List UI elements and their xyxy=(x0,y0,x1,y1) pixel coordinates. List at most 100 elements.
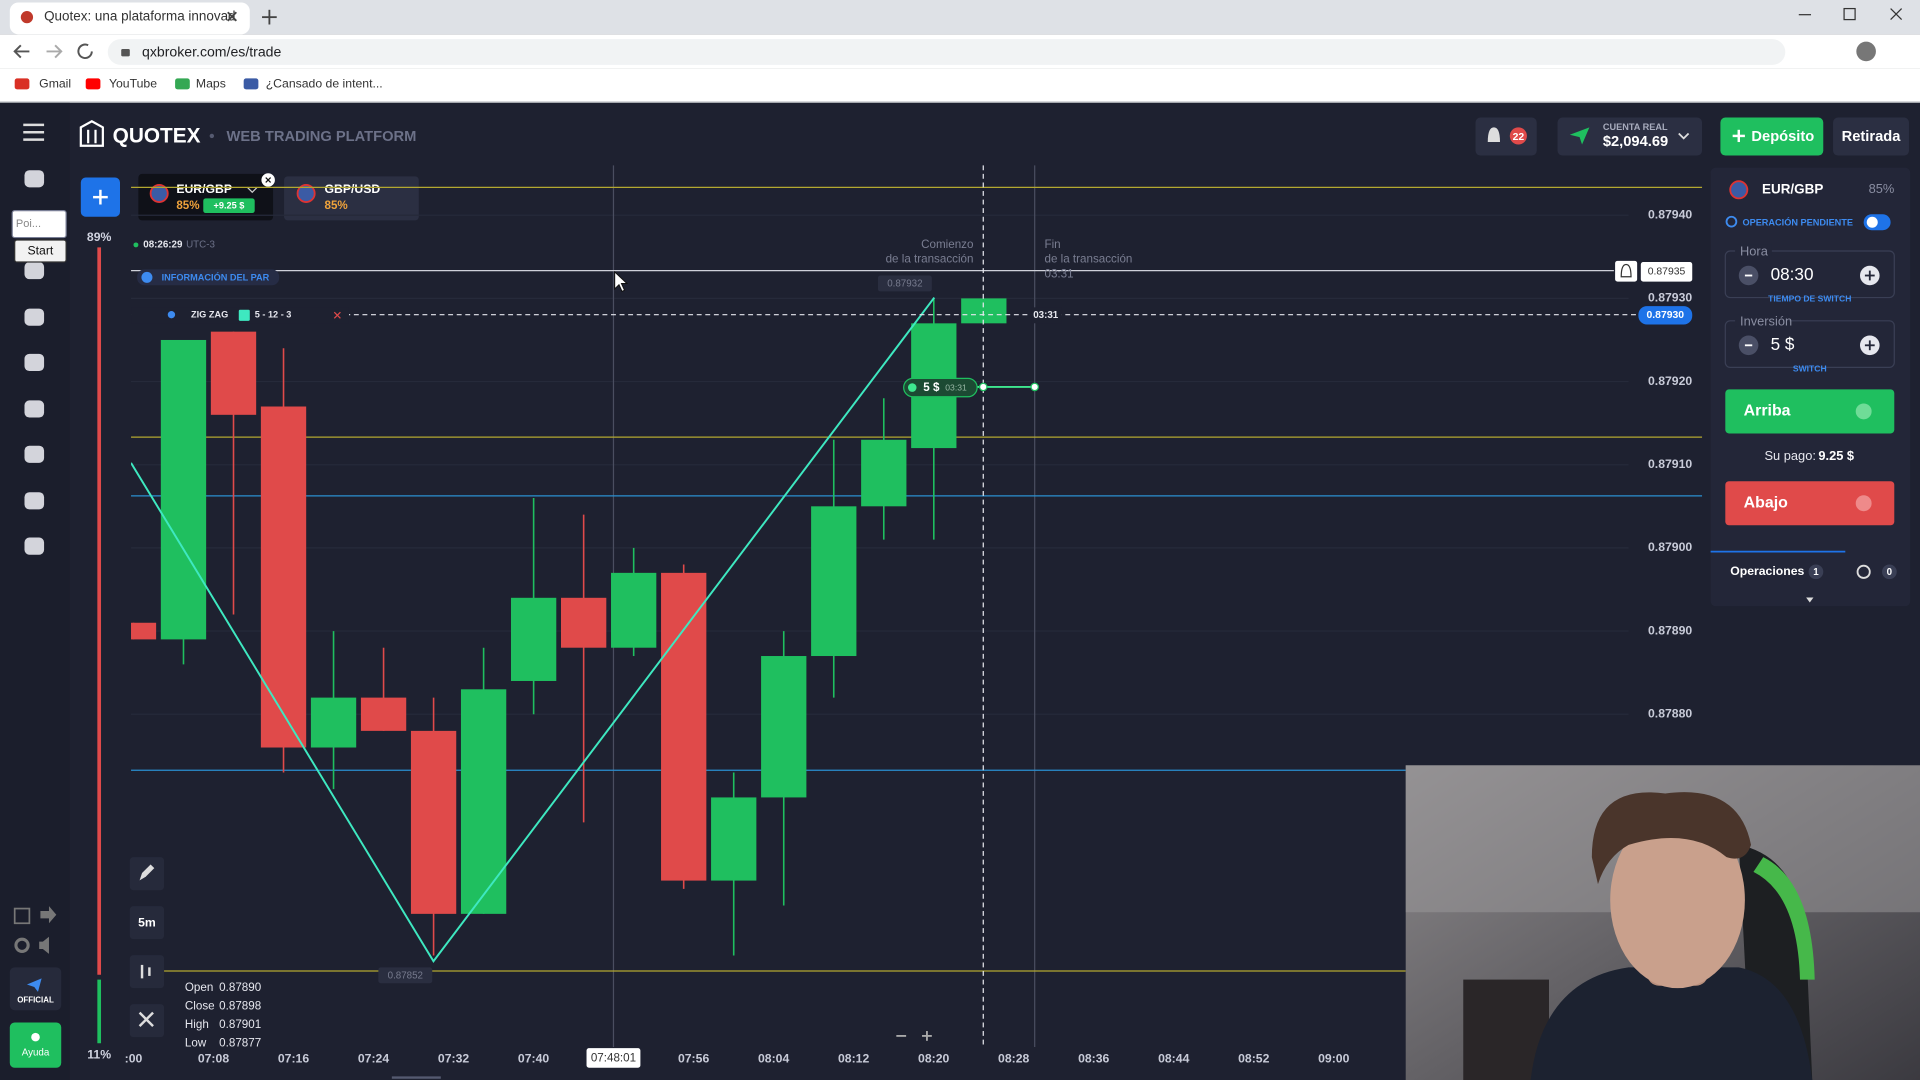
pencil-icon xyxy=(139,864,155,881)
help-icon xyxy=(31,1032,40,1042)
panel-expand[interactable] xyxy=(1806,597,1814,603)
down-button[interactable] xyxy=(1725,481,1895,526)
url-bar[interactable] xyxy=(107,39,1786,65)
time-tick-label: 07:16 xyxy=(278,1051,309,1065)
timeframe-button[interactable] xyxy=(129,906,165,940)
price-tick-label: 0.87930 xyxy=(1648,291,1692,305)
time-tick-label: 08:20 xyxy=(918,1051,949,1065)
alert-price: 0.87935 xyxy=(1648,267,1686,278)
reload-button[interactable] xyxy=(77,43,93,60)
forward-button[interactable] xyxy=(46,44,63,59)
sidebar-icon[interactable] xyxy=(24,400,45,418)
bookmark[interactable]: Gmail xyxy=(39,77,71,91)
account-button[interactable] xyxy=(1557,117,1703,156)
bookmark-icon xyxy=(85,78,101,90)
help-label[interactable]: Ayuda xyxy=(22,1048,50,1059)
chart-type-button[interactable] xyxy=(129,955,165,989)
field-label-bg xyxy=(1735,244,1772,258)
withdraw-button[interactable] xyxy=(1833,117,1909,156)
help-button[interactable] xyxy=(9,1022,62,1068)
trade-start-label: Comienzo xyxy=(921,238,973,251)
bookmark-icon xyxy=(14,78,30,90)
official-label[interactable]: OFFICIAL xyxy=(17,996,54,1005)
bookmark-icon xyxy=(243,78,259,90)
lock-icon xyxy=(121,48,130,57)
active-tab xyxy=(9,2,250,35)
fullscreen-icon[interactable] xyxy=(13,907,31,925)
alert-button[interactable] xyxy=(1615,260,1638,282)
profit-badge xyxy=(203,198,255,214)
investment-field[interactable] xyxy=(1724,320,1895,368)
history-icon xyxy=(1856,564,1871,579)
deposit-button[interactable] xyxy=(1720,117,1824,156)
trade-marker[interactable] xyxy=(903,377,978,398)
indicator-params: 5 - 12 - 3 xyxy=(255,310,292,320)
time-field[interactable] xyxy=(1724,250,1895,299)
flag-icon xyxy=(296,183,316,203)
trade-dot xyxy=(978,382,988,392)
bookmark[interactable]: Maps xyxy=(196,77,226,91)
candle-body xyxy=(460,689,507,914)
mouse-cursor xyxy=(614,270,629,293)
plot-area xyxy=(131,165,1703,1047)
candle-body xyxy=(761,656,807,798)
up-button[interactable] xyxy=(1725,389,1895,434)
payout-label: Su pago: xyxy=(1764,448,1815,463)
cursor-time: 07:48:01 xyxy=(591,1052,636,1065)
withdraw-label[interactable]: Retirada xyxy=(1842,129,1902,145)
investment-value: 5 $ xyxy=(1771,334,1795,354)
bookmark[interactable]: YouTube xyxy=(109,77,157,91)
countdown-box xyxy=(1031,307,1062,324)
timeframe[interactable]: 5m xyxy=(138,915,156,929)
ohlc-label: High xyxy=(185,1018,209,1031)
pair-info[interactable]: INFORMACIÓN DEL PAR xyxy=(162,271,270,282)
bookmark[interactable]: ¿Cansado de intent... xyxy=(266,77,383,91)
high-marker-box xyxy=(877,275,932,292)
time-tick-label: 08:12 xyxy=(838,1051,869,1065)
sidebar-icon[interactable] xyxy=(24,262,45,280)
pair-info-pill[interactable] xyxy=(137,269,280,286)
tab-title[interactable]: Quotex: una plataforma innovad xyxy=(44,9,235,24)
time-tick-label: 07:32 xyxy=(438,1051,469,1065)
logo-icon xyxy=(79,119,104,147)
candle-body xyxy=(561,597,607,648)
time-mode[interactable]: TIEMPO DE SWITCH xyxy=(1768,294,1851,304)
webcam-chair-stripe xyxy=(1753,857,1815,980)
trade-panel xyxy=(1710,167,1911,607)
time-tick-label: 07:08 xyxy=(198,1051,229,1065)
down-label[interactable]: Abajo xyxy=(1744,494,1788,511)
zigzag-indicator xyxy=(131,296,936,963)
sidebar-icon[interactable] xyxy=(24,353,45,372)
tab-favicon xyxy=(20,11,34,24)
deposit-label[interactable]: Depósito xyxy=(1751,129,1814,145)
sound-icon[interactable] xyxy=(39,936,49,954)
search-input[interactable] xyxy=(11,210,67,239)
time-tick-label: 08:04 xyxy=(758,1051,789,1065)
history-badge xyxy=(1882,564,1897,580)
operations-tab[interactable]: Operaciones xyxy=(1730,564,1804,578)
sidebar-icon[interactable] xyxy=(24,308,45,326)
search-text: Poi... xyxy=(16,218,41,230)
time-tick-label: :00 xyxy=(125,1051,143,1065)
sidebar-icon[interactable] xyxy=(24,445,45,463)
sidebar-icon[interactable] xyxy=(24,170,45,188)
candle-body xyxy=(210,331,257,415)
sidebar-icon[interactable] xyxy=(24,492,45,510)
alert-bell xyxy=(1620,263,1632,278)
bookmark-icon xyxy=(175,78,190,90)
candle-body xyxy=(711,797,757,881)
notifications-button[interactable] xyxy=(1475,117,1537,156)
price-tick-label: 0.87940 xyxy=(1648,207,1692,221)
trade-time: 03:31 xyxy=(945,382,967,392)
back-button[interactable] xyxy=(13,44,30,59)
official-button[interactable] xyxy=(9,967,62,1011)
up-label[interactable]: Arriba xyxy=(1744,403,1791,420)
candle-body xyxy=(260,406,307,748)
candle-body xyxy=(661,572,707,881)
sidebar-icon[interactable] xyxy=(24,537,45,555)
operations-count: 1 xyxy=(1813,567,1819,578)
field-label-bg xyxy=(1735,314,1789,327)
share-icon[interactable] xyxy=(40,906,57,924)
investment-mode[interactable]: SWITCH xyxy=(1793,363,1827,373)
